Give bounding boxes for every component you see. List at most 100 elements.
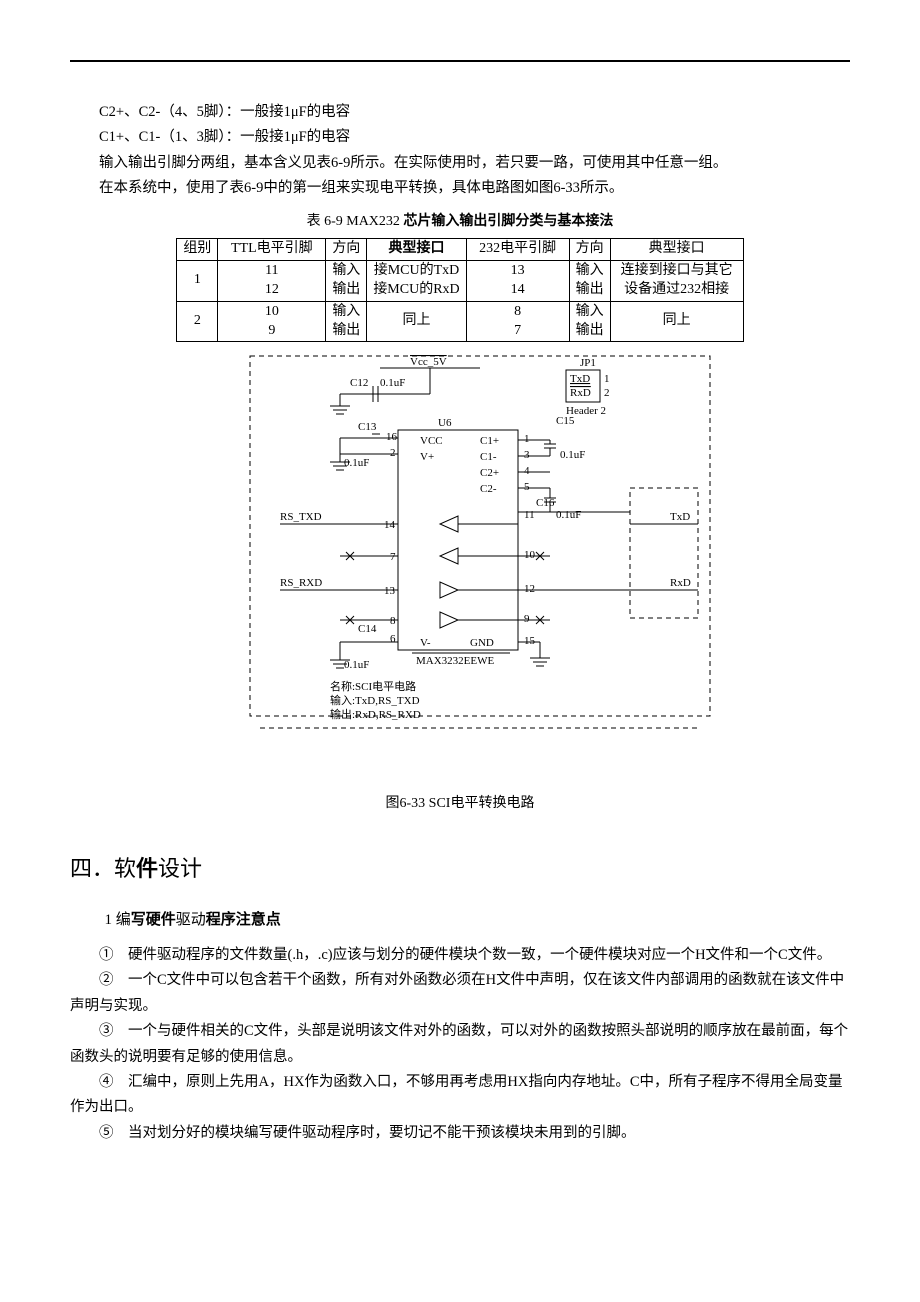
lbl-vcc: Vcc_5V <box>410 356 447 368</box>
table-header-row: 组别 TTL电平引脚 方向 典型接口 232电平引脚 方向 典型接口 <box>177 239 743 261</box>
sub-bold2: 程序注意点 <box>206 912 281 928</box>
pin-table: 组别 TTL电平引脚 方向 典型接口 232电平引脚 方向 典型接口 1 11 … <box>176 238 743 342</box>
lbl-p14: 14 <box>384 519 396 531</box>
lbl-p12: 12 <box>524 583 535 595</box>
top-rule <box>70 60 850 62</box>
paragraph-io-groups: 输入输出引脚分两组，基本含义见表6-9所示。在实际使用时，若只要一路，可使用其中… <box>70 151 850 176</box>
item-text: 汇编中，原则上先用A，HX作为函数入口，不够用再考虑用HX指向内存地址。C中，所… <box>70 1074 843 1115</box>
lbl-chip: MAX3232EEWE <box>416 655 494 667</box>
lbl-c16: C16 <box>536 497 555 509</box>
lbl-p2: 2 <box>390 447 396 459</box>
paragraph-c1: C1+、C1-（1、3脚）：一般接1μF的电容 <box>70 125 850 150</box>
th: TTL电平引脚 <box>218 239 326 261</box>
paragraph-system: 在本系统中，使用了表6-9中的第一组来实现电平转换，具体电路图如图6-33所示。 <box>70 176 850 201</box>
sub-heading: 1 编写硬件驱动程序注意点 <box>105 907 851 933</box>
lbl-rxdtop: RxD <box>570 387 591 399</box>
lbl-c1m: C1- <box>480 451 497 463</box>
list-item: ③ 一个与硬件相关的C文件，头部是说明该文件对外的函数，可以对外的函数按照头部说… <box>70 1019 850 1070</box>
h-plain2: 设计 <box>158 856 202 881</box>
paragraph-io-groups-text: 输入输出引脚分两组，基本含义见表6-9所示。在实际使用时，若只要一路，可使用其中… <box>99 155 727 171</box>
lbl-c14: C14 <box>358 623 377 635</box>
td: 同上 <box>367 301 466 342</box>
notes-title: 名称:SCI电平电路 <box>330 679 416 693</box>
lbl-rstxd: RS_TXD <box>280 511 322 523</box>
lbl-c2p: C2+ <box>480 467 499 479</box>
lbl-txdtop: TxD <box>570 373 590 385</box>
td: 接MCU的TxD 接MCU的RxD <box>367 260 466 301</box>
h-bold: 件 <box>136 856 158 881</box>
th: 232电平引脚 <box>466 239 569 261</box>
lbl-rsrxd: RS_RXD <box>280 577 322 589</box>
item-text: 硬件驱动程序的文件数量(.h，.c)应该与划分的硬件模块个数一致，一个硬件模块对… <box>128 947 831 963</box>
table-row: 2 10 9 输入 输出 同上 8 7 输入 输出 同上 <box>177 301 743 342</box>
schematic-svg: Vcc_5V C12 0.1uF U6 16 2 14 7 13 8 6 VCC <box>180 348 740 778</box>
table-caption: 表 6-9 MAX232 芯片输入输出引脚分类与基本接法 <box>70 210 850 235</box>
td: 11 12 <box>218 260 326 301</box>
lbl-p3: 3 <box>524 449 530 461</box>
th: 方向 <box>326 239 367 261</box>
lbl-p4: 4 <box>524 465 530 477</box>
document-page: C2+、C2-（4、5脚）：一般接1μF的电容 C1+、C1-（1、3脚）：一般… <box>0 0 920 1206</box>
lbl-vccpin: VCC <box>420 435 443 447</box>
lbl-vminus: V- <box>420 637 431 649</box>
td: 输入 输出 <box>326 301 367 342</box>
td: 输入 输出 <box>569 301 610 342</box>
schematic: Vcc_5V C12 0.1uF U6 16 2 14 7 13 8 6 VCC <box>180 348 740 816</box>
lbl-p5: 5 <box>524 481 530 493</box>
notes-in: 输入:TxD,RS_TXD <box>330 693 420 707</box>
td: 1 <box>177 260 218 301</box>
td: 10 9 <box>218 301 326 342</box>
lbl-txd-r: TxD <box>670 511 690 523</box>
lbl-u6: U6 <box>438 417 452 429</box>
th: 典型接口 <box>367 239 466 261</box>
lbl-c13v: 0.1uF <box>344 457 369 469</box>
td: 8 7 <box>466 301 569 342</box>
th: 方向 <box>569 239 610 261</box>
lbl-gnd: GND <box>470 637 494 649</box>
notes-out: 输出:RxD,RS_RXD <box>330 707 421 721</box>
sub-bold1: 写硬件 <box>131 912 176 928</box>
lbl-hdr: Header 2 <box>566 405 606 417</box>
td: 13 14 <box>466 260 569 301</box>
lbl-p7: 7 <box>390 551 396 563</box>
lbl-c14v: 0.1uF <box>344 659 369 671</box>
lbl-rxd-r: RxD <box>670 577 691 589</box>
item-text: 一个与硬件相关的C文件，头部是说明该文件对外的函数，可以对外的函数按照头部说明的… <box>70 1023 848 1064</box>
fig-caption: 图6-33 SCI电平转换电路 <box>180 792 740 817</box>
lbl-p10: 10 <box>524 549 536 561</box>
lbl-c12v: 0.1uF <box>380 377 405 389</box>
th-bold: 典型接口 <box>388 241 444 256</box>
lbl-jp1: JP1 <box>580 357 596 369</box>
td: 同上 <box>610 301 743 342</box>
list-item: ④ 汇编中，原则上先用A，HX作为函数入口，不够用再考虑用HX指向内存地址。C中… <box>70 1070 850 1121</box>
lbl-p13: 13 <box>384 585 396 597</box>
lbl-jp1-1: 1 <box>604 373 610 385</box>
td: 2 <box>177 301 218 342</box>
item-text: 当对划分好的模块编写硬件驱动程序时，要切记不能干预该模块未用到的引脚。 <box>128 1125 636 1141</box>
sub-plain2: 驱动 <box>176 912 206 928</box>
th: 典型接口 <box>610 239 743 261</box>
td: 连接到接口与其它 设备通过232相接 <box>610 260 743 301</box>
lbl-c16v: 0.1uF <box>556 509 581 521</box>
lbl-p16: 16 <box>386 431 398 443</box>
lbl-c13: C13 <box>358 421 377 433</box>
lbl-c1p: C1+ <box>480 435 499 447</box>
lbl-p15: 15 <box>524 635 536 647</box>
lbl-jp1-2: 2 <box>604 387 610 399</box>
lbl-p11: 11 <box>524 509 535 521</box>
table-row: 1 11 12 输入 输出 接MCU的TxD 接MCU的RxD 13 14 输入… <box>177 260 743 301</box>
h-plain: 四．软 <box>70 856 136 881</box>
sub-plain1: 1 编 <box>105 912 131 928</box>
table-caption-prefix: 表 6-9 MAX232 <box>307 214 404 229</box>
lbl-c12: C12 <box>350 377 368 389</box>
section-heading: 四．软件设计 <box>70 850 850 889</box>
lbl-c2m: C2- <box>480 483 497 495</box>
list-item: ② 一个C文件中可以包含若干个函数，所有对外函数必须在H文件中声明，仅在该文件内… <box>70 968 850 1019</box>
table-caption-bold: 芯片输入输出引脚分类与基本接法 <box>403 214 613 229</box>
th: 组别 <box>177 239 218 261</box>
lbl-p9: 9 <box>524 613 530 625</box>
item-text: 一个C文件中可以包含若干个函数，所有对外函数必须在H文件中声明，仅在该文件内部调… <box>70 972 844 1013</box>
list-item: ① 硬件驱动程序的文件数量(.h，.c)应该与划分的硬件模块个数一致，一个硬件模… <box>70 943 850 968</box>
list-item: ⑤ 当对划分好的模块编写硬件驱动程序时，要切记不能干预该模块未用到的引脚。 <box>70 1121 850 1146</box>
td: 输入 输出 <box>326 260 367 301</box>
